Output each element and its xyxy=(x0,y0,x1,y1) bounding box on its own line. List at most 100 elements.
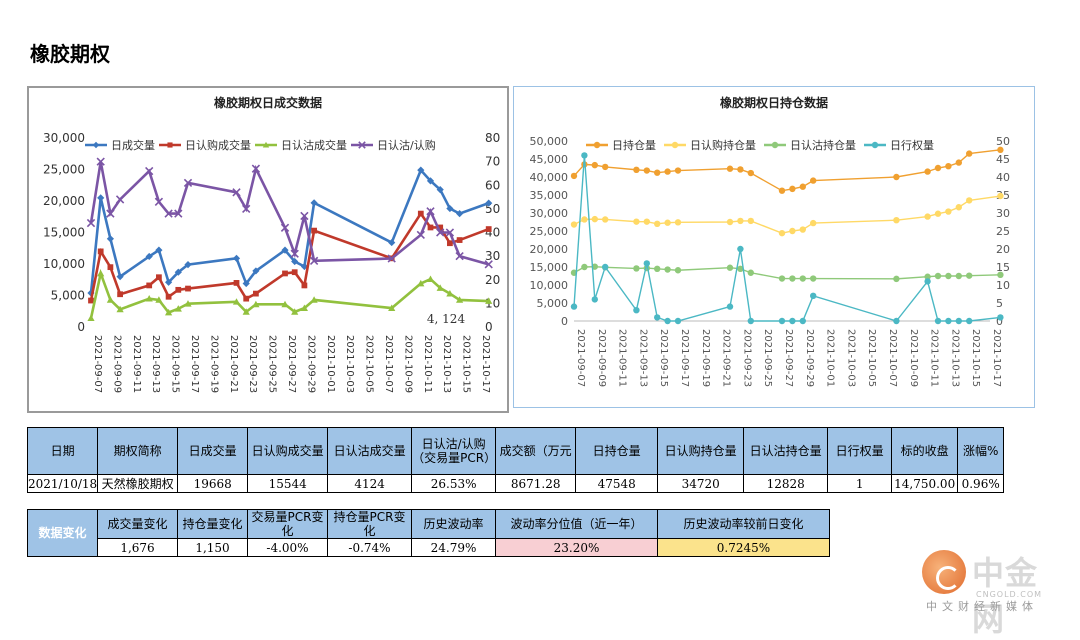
data-point xyxy=(387,254,396,263)
data-point xyxy=(654,220,661,227)
x-tick-label-group: 2021-09-25 xyxy=(267,335,278,393)
legend-label: 日行权量 xyxy=(890,139,934,152)
x-tick-label-group: 2021-09-29 xyxy=(804,329,815,387)
data-point xyxy=(674,167,682,174)
data-point xyxy=(945,208,952,215)
x-tick-label-group: 2021-10-11 xyxy=(422,335,433,393)
data-point xyxy=(417,166,425,174)
change-summary-table: 数据变化 成交量变化 持仓量变化 交易量PCR变化 持仓量PCR变化 历史波动率… xyxy=(27,509,830,557)
data-point xyxy=(456,237,463,243)
data-point xyxy=(456,210,464,218)
data-point xyxy=(485,297,493,304)
data-point xyxy=(106,209,115,218)
data-point xyxy=(97,269,105,277)
x-tick-label: 2021-10-03 xyxy=(845,329,856,387)
cngold-logo: 中金网 CNGOLD.COM 中文财经新媒体 xyxy=(920,546,1070,638)
x-tick-label-group: 2021-10-09 xyxy=(402,335,413,393)
data-label: 4, 124 xyxy=(427,312,466,326)
table-header-cell: 日持仓量 xyxy=(575,427,659,475)
x-tick-label: 2021-09-07 xyxy=(92,335,103,393)
data-point xyxy=(251,164,261,173)
x-tick-label-group: 2021-09-17 xyxy=(679,329,690,387)
x-tick-label: 2021-09-19 xyxy=(208,335,219,393)
table-header-cell: 日认购成交量 xyxy=(247,427,329,475)
x-tick-label: 2021-09-27 xyxy=(783,329,794,387)
x-tick-label-group: 2021-10-05 xyxy=(866,329,877,387)
data-point xyxy=(107,264,114,271)
data-point xyxy=(997,271,1004,279)
y-right-tick-label: 5 xyxy=(996,297,1003,310)
y-left-tick-label: 15,000 xyxy=(43,226,85,240)
data-point xyxy=(799,226,806,233)
x-tick-label: 2021-09-27 xyxy=(286,335,297,393)
x-tick-label-group: 2021-09-29 xyxy=(305,335,316,393)
data-point xyxy=(232,254,241,262)
data-point xyxy=(174,209,183,218)
table-cell: 2021/10/18 xyxy=(26,474,99,493)
table-header-cell: 持仓量变化 xyxy=(177,509,248,539)
data-point xyxy=(747,217,754,225)
data-point xyxy=(96,157,105,166)
x-tick-label: 2021-10-11 xyxy=(422,335,433,393)
x-tick-label-group: 2021-09-23 xyxy=(247,335,258,393)
legend-label: 日认沽/认购 xyxy=(377,138,436,152)
data-point xyxy=(893,317,900,325)
data-point xyxy=(570,303,578,310)
table-cell: 24.79% xyxy=(411,538,496,557)
data-point xyxy=(426,207,435,216)
data-point xyxy=(789,185,796,193)
data-point xyxy=(643,260,650,267)
data-point xyxy=(789,275,796,282)
y-left-tick-label: 30,000 xyxy=(530,207,569,220)
y-right-tick-label: 45 xyxy=(996,153,1010,166)
x-tick-label-group: 2021-09-07 xyxy=(575,329,586,387)
data-point xyxy=(174,305,182,312)
x-tick-label-group: 2021-09-09 xyxy=(111,335,122,393)
data-point xyxy=(581,152,588,159)
y-right-tick-label: 50 xyxy=(996,135,1010,148)
y-left-tick-label: 25,000 xyxy=(530,225,569,238)
data-point xyxy=(726,218,734,226)
data-point xyxy=(726,303,734,310)
table-header-cell: 日行权量 xyxy=(827,427,893,475)
data-point xyxy=(924,213,931,220)
data-point xyxy=(436,186,444,194)
data-point xyxy=(633,265,640,272)
data-point xyxy=(674,267,682,274)
y-left-tick-label: 30,000 xyxy=(43,131,85,145)
data-point xyxy=(602,216,609,223)
data-point xyxy=(243,295,250,302)
x-tick-label: 2021-09-23 xyxy=(741,329,752,387)
x-tick-label: 2021-09-13 xyxy=(150,335,161,393)
x-tick-label: 2021-10-05 xyxy=(364,335,375,393)
data-point xyxy=(893,275,900,283)
data-point xyxy=(893,173,900,181)
x-tick-label: 2021-10-03 xyxy=(344,335,355,393)
logo-name: 中金网 xyxy=(972,554,1039,638)
data-point xyxy=(184,300,192,307)
data-point xyxy=(426,275,435,282)
table-cell: 0.96% xyxy=(957,474,1005,493)
data-point xyxy=(747,169,754,177)
x-tick-label-group: 2021-09-23 xyxy=(741,329,752,387)
x-tick-label: 2021-09-07 xyxy=(575,329,586,387)
table-cell: 12828 xyxy=(743,474,829,493)
data-point xyxy=(664,317,671,325)
x-tick-label-group: 2021-10-07 xyxy=(383,335,394,393)
x-tick-label-group: 2021-10-13 xyxy=(949,329,960,387)
x-tick-label-group: 2021-09-15 xyxy=(170,335,181,393)
x-tick-label-group: 2021-10-13 xyxy=(441,335,452,393)
data-point xyxy=(654,314,661,321)
data-point xyxy=(155,246,163,254)
data-point xyxy=(581,263,588,271)
x-tick-label-group: 2021-09-21 xyxy=(721,329,732,387)
data-point xyxy=(92,141,100,149)
data-point xyxy=(737,265,744,272)
change-table-label: 数据变化 xyxy=(27,509,98,557)
data-point xyxy=(232,298,241,305)
data-point xyxy=(654,265,661,272)
data-point xyxy=(426,177,435,185)
data-point xyxy=(97,248,104,255)
data-point xyxy=(945,272,952,280)
